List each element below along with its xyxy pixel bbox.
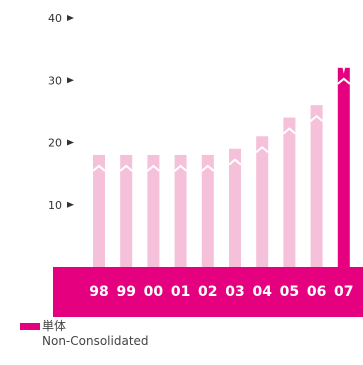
y-tick-arrow: [67, 139, 74, 146]
y-tick-label: 30: [48, 74, 62, 87]
y-tick-arrow: [67, 201, 74, 208]
legend: 単体 Non-Consolidated: [20, 319, 149, 349]
bar: [283, 117, 296, 271]
bar: [201, 154, 214, 271]
bar-break-mark: [228, 158, 242, 166]
bar: [147, 154, 160, 271]
category-band: [53, 267, 363, 317]
bar: [310, 105, 323, 272]
bar-break-mark: [92, 164, 106, 172]
legend-swatch: [20, 323, 40, 330]
category-label: 01: [171, 284, 190, 300]
bar: [174, 154, 187, 271]
category-label: 06: [307, 284, 326, 300]
category-label: 07: [334, 284, 353, 300]
bar: [120, 154, 133, 271]
y-tick-arrow: [67, 15, 74, 21]
y-tick-label: 20: [48, 137, 62, 150]
bar: [337, 67, 350, 271]
bar-break-mark: [173, 164, 188, 172]
y-tick-label: 40: [48, 12, 62, 25]
bar-break-mark: [309, 114, 324, 122]
bar-break-mark: [119, 164, 133, 172]
bar: [229, 148, 241, 271]
category-label: 04: [252, 284, 272, 300]
bar: [93, 154, 105, 271]
legend-label-ja: 単体: [42, 319, 67, 333]
bar-break-mark: [337, 66, 351, 85]
category-label: 03: [225, 284, 244, 300]
bar-break-mark: [282, 127, 297, 135]
y-tick-label: 10: [48, 199, 62, 212]
category-label: 98: [89, 284, 108, 300]
bar-break-mark: [146, 164, 161, 172]
bar: [256, 136, 269, 271]
category-label: 05: [280, 284, 299, 300]
y-tick-arrow: [67, 77, 74, 84]
category-label: 00: [144, 284, 164, 300]
bar-break-mark: [201, 164, 215, 172]
bar-break-mark: [255, 145, 269, 154]
category-label: 02: [198, 284, 217, 300]
bars: [92, 66, 351, 272]
category-label: 99: [116, 284, 135, 300]
legend-label-en: Non-Consolidated: [42, 334, 149, 348]
category-labels: 98 99 00 01 02 03 04 05 06 07: [89, 284, 353, 300]
y-axis: 10 20 30 40: [48, 12, 74, 212]
